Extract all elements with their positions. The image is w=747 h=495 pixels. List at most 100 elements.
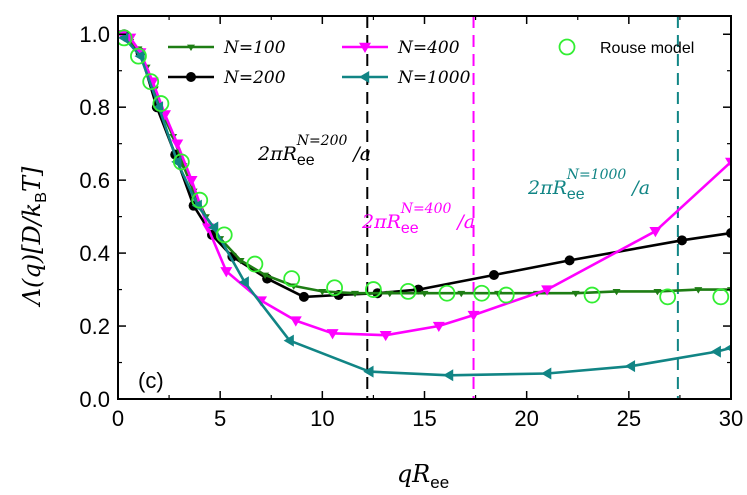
data-point bbox=[612, 288, 621, 296]
series-line bbox=[121, 33, 731, 337]
reference-line-label: 2πRee N=200/a bbox=[257, 133, 371, 169]
data-point bbox=[283, 334, 294, 347]
data-point bbox=[379, 330, 392, 342]
label-sub: ee bbox=[567, 186, 585, 203]
x-tick-label: 25 bbox=[617, 406, 641, 431]
y-tick-label: 0.0 bbox=[79, 387, 110, 412]
label-sub: ee bbox=[401, 220, 419, 237]
data-point bbox=[185, 175, 198, 187]
label-tail: /a bbox=[630, 177, 650, 199]
legend-entry: N=100 bbox=[168, 38, 286, 58]
legend-entry: Rouse model bbox=[558, 38, 694, 57]
x-tick-label: 10 bbox=[310, 406, 334, 431]
data-point bbox=[261, 272, 270, 279]
data-point bbox=[438, 284, 456, 302]
data-point bbox=[583, 286, 601, 304]
x-axis-title: qRee bbox=[397, 460, 449, 492]
x-tick-label: 0 bbox=[112, 406, 124, 431]
legend-swatch-marker bbox=[359, 42, 371, 53]
data-point bbox=[298, 291, 309, 302]
data-point bbox=[564, 255, 575, 266]
y-tick-label: 0.8 bbox=[79, 95, 110, 120]
y-axis-title-part1: Λ(q)[D/k bbox=[18, 203, 46, 308]
data-point bbox=[351, 290, 360, 298]
data-point bbox=[365, 281, 382, 298]
y-tick-label: 0.4 bbox=[79, 241, 110, 266]
legend: N=100 N=200 N=400 N=1000 Rouse model bbox=[168, 38, 694, 88]
data-point bbox=[385, 290, 394, 298]
y-axis-title: Λ(q)[D/kBT] bbox=[18, 166, 50, 307]
data-point bbox=[541, 285, 554, 296]
data-point bbox=[363, 365, 374, 378]
data-point bbox=[326, 329, 339, 340]
data-point bbox=[289, 316, 302, 327]
x-tick-label: 5 bbox=[214, 406, 226, 431]
legend-swatch-marker bbox=[558, 38, 576, 56]
data-point bbox=[653, 288, 662, 296]
data-point bbox=[712, 288, 730, 306]
data-point bbox=[215, 226, 233, 244]
legend-swatch-marker bbox=[186, 72, 196, 82]
reference-line-label: 2πRee N=400/a bbox=[361, 201, 475, 237]
reference-line-label: 2πRee N=1000/a bbox=[527, 167, 650, 203]
y-tick-label: 1.0 bbox=[79, 22, 110, 47]
series-n-1000 bbox=[118, 31, 731, 382]
label-tail: /a bbox=[455, 211, 475, 233]
data-point bbox=[710, 345, 721, 358]
data-point bbox=[457, 290, 466, 298]
legend-entry: N=400 bbox=[342, 38, 460, 58]
data-point bbox=[624, 360, 636, 373]
data-point bbox=[118, 29, 133, 47]
data-point bbox=[497, 286, 515, 304]
data-point bbox=[134, 50, 145, 63]
data-point bbox=[541, 367, 552, 380]
data-point bbox=[649, 227, 662, 238]
legend-entry: N=1000 bbox=[342, 68, 471, 88]
legend-label: N=200 bbox=[223, 68, 286, 88]
panel-label: (c) bbox=[138, 368, 164, 393]
data-point bbox=[142, 73, 160, 91]
data-point bbox=[467, 310, 480, 322]
label-sup: N=200 bbox=[296, 133, 348, 149]
legend-swatch-marker bbox=[187, 44, 195, 51]
legend-swatch-marker bbox=[359, 71, 370, 83]
label-main: 2πR bbox=[527, 177, 567, 199]
x-axis-title-main: qR bbox=[397, 460, 430, 488]
series-group bbox=[118, 29, 731, 382]
y-axis-title-sub: B bbox=[33, 192, 50, 203]
legend-label: N=1000 bbox=[397, 68, 471, 88]
data-point bbox=[659, 288, 677, 306]
data-point bbox=[399, 282, 417, 300]
data-point bbox=[283, 270, 301, 288]
data-point bbox=[171, 139, 184, 150]
legend-label: Rouse model bbox=[600, 40, 694, 57]
data-point bbox=[236, 257, 245, 265]
data-point bbox=[420, 290, 429, 298]
legend-label: N=100 bbox=[223, 38, 286, 58]
data-point bbox=[318, 288, 327, 296]
data-point bbox=[443, 369, 454, 382]
data-point bbox=[172, 153, 190, 171]
y-axis-title-part2: T] bbox=[18, 166, 46, 192]
label-tail: /a bbox=[351, 143, 371, 165]
data-point bbox=[208, 221, 219, 234]
data-point bbox=[432, 321, 445, 333]
data-point bbox=[676, 235, 687, 246]
x-tick-label: 30 bbox=[719, 406, 743, 431]
data-point bbox=[246, 255, 264, 273]
series-rouse-model bbox=[118, 29, 730, 306]
label-sup: N=1000 bbox=[566, 167, 627, 183]
axis-ticks: 0 5 10 15 20 25 30 0.0 0.2 0.4 0.6 0.8 1.0 bbox=[79, 16, 743, 431]
legend-entry: N=200 bbox=[168, 68, 286, 88]
label-sup: N=400 bbox=[400, 201, 452, 217]
data-point bbox=[191, 199, 202, 212]
data-point bbox=[130, 47, 147, 65]
label-sub: ee bbox=[297, 152, 315, 169]
data-point bbox=[171, 155, 182, 168]
data-point bbox=[238, 276, 249, 289]
x-tick-label: 15 bbox=[412, 406, 436, 431]
data-point bbox=[326, 279, 343, 297]
data-point bbox=[152, 95, 170, 112]
